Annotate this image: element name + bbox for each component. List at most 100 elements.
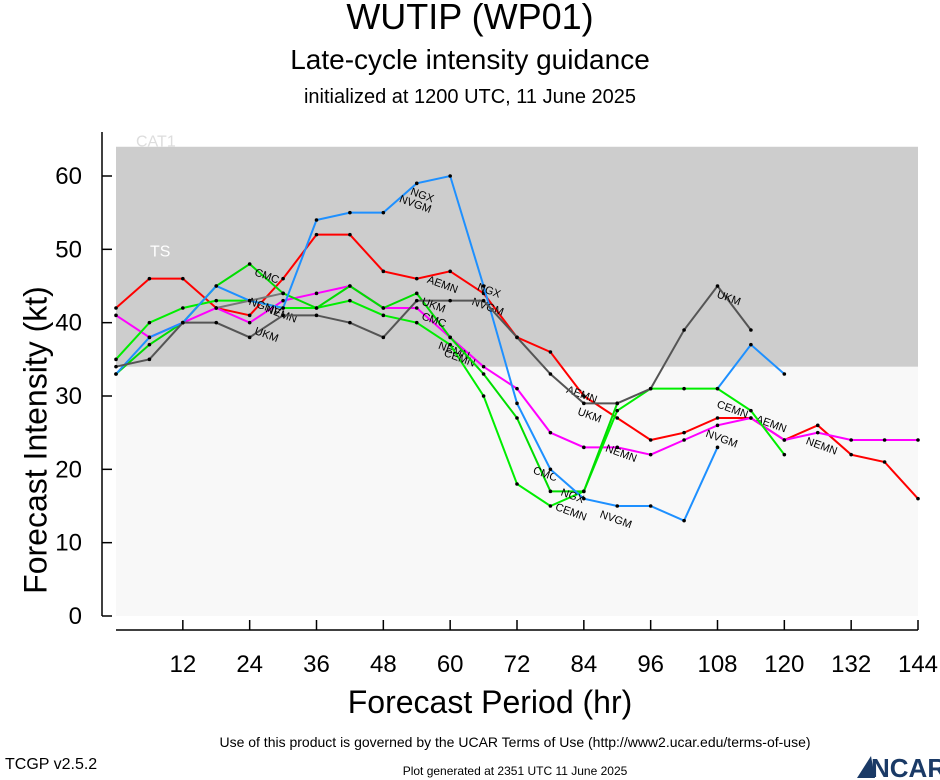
data-point-cemn	[749, 408, 753, 413]
data-point-aemn	[448, 269, 452, 274]
data-point-nvgm	[515, 401, 519, 406]
data-point-cemn	[515, 482, 519, 486]
data-point-cmc	[582, 489, 586, 494]
data-point-aemn	[381, 269, 386, 274]
ncar-logo-text: NCAR	[871, 753, 940, 780]
x-tick-label: 48	[370, 651, 397, 678]
data-point-cmc	[548, 489, 553, 494]
data-point-aemn	[582, 394, 586, 398]
data-point-ngmv	[247, 298, 252, 303]
data-point-cmc	[515, 416, 519, 420]
intensity-band-ts	[116, 146, 918, 367]
data-point-ukm	[314, 313, 319, 318]
data-point-nvgm	[582, 496, 586, 501]
data-point-nemn	[849, 438, 853, 442]
data-point-nvgm	[448, 174, 452, 178]
y-tick-label: 40	[55, 310, 82, 337]
data-point-cmc	[414, 291, 419, 296]
x-tick-label: 120	[764, 651, 804, 678]
data-point-ngx	[749, 342, 753, 347]
data-point-aemn	[281, 276, 285, 281]
data-point-nvgm	[615, 504, 620, 508]
data-point-cemn	[214, 298, 219, 303]
data-point-nemn	[715, 423, 720, 428]
data-point-ukm	[715, 284, 720, 288]
data-point-nemn	[314, 291, 319, 296]
x-tick-label: 96	[637, 651, 664, 678]
data-point-cemn	[181, 306, 185, 310]
data-point-nvgm	[682, 518, 686, 523]
x-axis-label: Forecast Period (hr)	[347, 684, 633, 720]
data-point-cemn	[448, 342, 452, 347]
data-point-nvgm	[281, 306, 285, 310]
data-point-nemn	[882, 438, 887, 442]
terms-of-use-notice: Use of this product is governed by the U…	[219, 734, 811, 750]
data-point-ukm	[348, 320, 352, 325]
data-point-nemn	[414, 306, 419, 310]
y-tick-label: 30	[55, 383, 82, 410]
data-point-cmc	[448, 335, 452, 340]
data-point-ukm	[214, 320, 219, 325]
data-point-nvgm	[648, 504, 653, 508]
chart-subtitle: Late-cycle intensity guidance	[290, 44, 650, 75]
data-point-ukm	[281, 313, 285, 318]
data-point-cemn	[147, 320, 152, 325]
data-point-aemn	[548, 350, 553, 354]
generated-timestamp: Plot generated at 2351 UTC 11 June 2025	[402, 764, 628, 778]
data-point-nvgm	[314, 218, 319, 222]
data-point-aemn	[314, 232, 319, 237]
data-point-aemn	[849, 452, 853, 457]
data-point-nemn	[247, 320, 252, 325]
data-point-cemn	[381, 313, 386, 318]
data-point-nvgm	[214, 284, 219, 288]
y-tick-label: 50	[55, 236, 82, 263]
data-point-aemn	[916, 496, 920, 501]
data-point-ukm	[615, 401, 620, 406]
data-point-nvgm	[147, 335, 152, 340]
data-point-cmc	[481, 372, 486, 376]
data-point-ukm	[414, 298, 419, 303]
data-point-nemn	[749, 416, 753, 420]
data-point-nemn	[916, 438, 920, 442]
data-point-cemn	[548, 504, 553, 508]
x-tick-label: 12	[169, 651, 196, 678]
data-point-aemn	[147, 276, 152, 281]
data-point-nvgm	[715, 445, 720, 450]
data-point-nemn	[548, 430, 553, 435]
ncar-logo-mark	[857, 756, 875, 778]
data-point-nvgm	[481, 284, 486, 288]
data-point-ukm	[481, 298, 486, 303]
data-point-nemn	[515, 386, 519, 391]
data-point-ukm	[749, 328, 753, 332]
data-point-aemn	[615, 416, 620, 420]
y-tick-label: 20	[55, 456, 82, 483]
data-point-cmc	[147, 342, 152, 347]
y-tick-label: 60	[55, 163, 82, 190]
y-axis-label: Forecast Intensity (kt)	[17, 286, 54, 594]
x-tick-label: 144	[898, 651, 938, 678]
data-point-aemn	[682, 430, 686, 435]
data-point-ngx	[715, 386, 720, 391]
data-point-cmc	[247, 262, 252, 266]
data-point-nemn	[615, 445, 620, 450]
data-point-ukm	[515, 335, 519, 340]
ncar-logo: NCAR	[857, 753, 940, 780]
data-point-ukm	[181, 320, 185, 325]
data-point-ukm	[548, 372, 553, 376]
data-point-nemn	[682, 438, 686, 442]
data-point-aemn	[882, 460, 887, 464]
x-tick-label: 72	[504, 651, 531, 678]
data-point-cemn	[481, 394, 486, 398]
initialization-time: initialized at 1200 UTC, 11 June 2025	[303, 86, 637, 108]
data-point-aemn	[414, 276, 419, 281]
y-tick-label: 0	[69, 603, 82, 630]
band-label-cat1: CAT1	[136, 134, 176, 151]
data-point-nvgm	[348, 210, 352, 215]
data-point-aemn	[815, 423, 820, 428]
data-point-cemn	[682, 386, 686, 391]
series-line-ukm	[115, 284, 752, 405]
x-tick-label: 36	[303, 651, 330, 678]
chart-title: WUTIP (WP01)	[346, 0, 594, 37]
data-point-cmc	[314, 306, 319, 310]
